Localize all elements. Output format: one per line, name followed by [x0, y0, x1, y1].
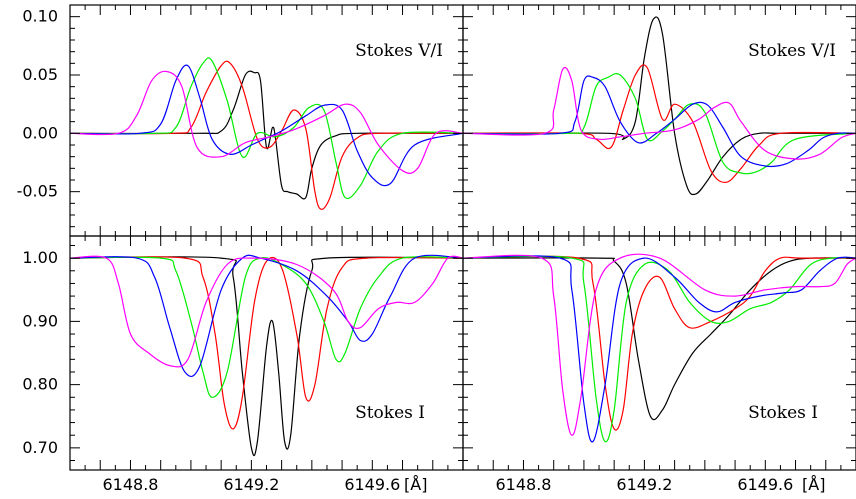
y-tick-label: 0.70 — [22, 438, 58, 457]
series-line-green — [462, 255, 856, 443]
x-tick-label: 6148.8 — [102, 475, 158, 494]
x-ticks — [462, 236, 856, 470]
panel-frame — [69, 235, 464, 471]
panel-label: Stokes I — [748, 403, 818, 423]
series-line-red — [462, 64, 856, 183]
series-line-green — [69, 57, 464, 200]
series-line-blue — [69, 64, 464, 187]
panel-i-left: 1.00 0.90 0.80 0.70 Stokes I — [22, 235, 464, 471]
y-tick-label: -0.05 — [17, 182, 58, 201]
x-ticks — [462, 5, 856, 236]
series-line-green — [462, 73, 856, 175]
panel-label: Stokes I — [355, 403, 425, 423]
series-group — [69, 57, 464, 210]
panel-frame — [462, 235, 856, 471]
x-tick-label: 6148.8 — [495, 475, 551, 494]
series-line-blue — [462, 255, 856, 443]
series-line-green — [69, 256, 464, 398]
x-ticks — [69, 5, 464, 236]
series-line-magenta — [69, 70, 464, 174]
x-tick-label: 6149.2 — [223, 475, 279, 494]
x-tick-label: 6149.2 — [616, 475, 672, 494]
series-line-red — [462, 255, 856, 431]
panel-label: Stokes V/I — [355, 41, 443, 61]
y-tick-label: 0.80 — [22, 375, 58, 394]
x-axis: [Å] [Å] 6148.8 6149.2 6149.6 6148.8 6149.2 61… — [102, 475, 825, 494]
series-line-magenta — [69, 255, 464, 368]
series-line-blue — [462, 75, 856, 168]
series-line-magenta — [462, 66, 856, 160]
y-ticks — [463, 4, 856, 228]
series-line-red — [69, 60, 464, 210]
x-tick-label: 6149.6 — [344, 475, 400, 494]
panels-layer: 0.10 0.05 0.00 -0.05 Stokes V/I Stokes V/I 1.0… — [17, 4, 856, 471]
panel-v-left: 0.10 0.05 0.00 -0.05 Stokes V/I — [17, 4, 464, 237]
series-group — [69, 254, 464, 457]
x-unit-label: [Å] — [404, 475, 427, 494]
panel-frame — [462, 4, 856, 237]
y-tick-label: 1.00 — [22, 248, 58, 267]
series-line-black — [69, 256, 464, 457]
series-line-black — [462, 257, 856, 421]
series-line-black — [69, 70, 464, 200]
panel-i-right: Stokes I — [462, 235, 856, 471]
panel-frame — [69, 4, 464, 237]
x-tick-label: 6149.6 — [737, 475, 793, 494]
y-ticks — [70, 244, 463, 462]
y-tick-label: 0.05 — [22, 65, 58, 84]
series-group — [462, 16, 856, 196]
y-tick-label: 0.00 — [22, 123, 58, 142]
series-group — [462, 253, 856, 443]
series-line-black — [462, 16, 856, 196]
x-unit-label-right: [Å] — [802, 475, 825, 494]
y-ticks — [70, 4, 463, 228]
series-line-magenta — [462, 253, 856, 436]
y-tick-label: 0.10 — [22, 7, 58, 26]
panel-label: Stokes V/I — [748, 41, 836, 61]
series-line-blue — [69, 254, 464, 377]
panel-v-right: Stokes V/I — [462, 4, 856, 237]
y-ticks — [463, 244, 856, 462]
series-line-red — [69, 256, 464, 430]
x-ticks — [69, 236, 464, 470]
y-tick-label: 0.90 — [22, 311, 58, 330]
